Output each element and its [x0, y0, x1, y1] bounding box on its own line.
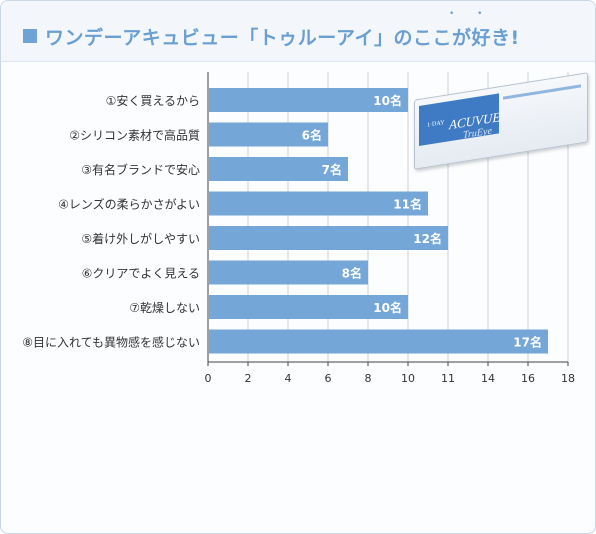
bar-value-label: 7名 [322, 162, 342, 177]
category-label: ③有名ブランドで安心 [81, 162, 200, 177]
page-title: ワンデーアキュビュー「トゥルーアイ」のここが好き! [45, 26, 520, 49]
category-label: ①安く買えるから [106, 93, 200, 108]
x-tick-label: 0 [205, 372, 212, 385]
category-label: ⑥クリアでよく見える [82, 267, 200, 281]
bar-value-label: 10名 [373, 300, 402, 315]
category-label: ⑦乾燥しない [129, 301, 200, 315]
bar [209, 295, 408, 319]
category-label: ④レンズの柔らかさがよい [58, 197, 200, 212]
bar-value-label: 8名 [342, 266, 362, 281]
bar [209, 329, 548, 354]
product-label-panel: 1·DAY ACUVUE TruEye [419, 93, 500, 146]
title-row: ワンデーアキュビュー「トゥルーアイ」のここが好き! [23, 21, 520, 51]
bar-value-label: 10名 [373, 93, 402, 108]
product-brand-small: 1·DAY [427, 119, 445, 129]
x-tick-label: 16 [521, 372, 535, 385]
bar [209, 260, 368, 285]
bar-value-label: 17名 [513, 335, 542, 350]
product-image: 1·DAY ACUVUE TruEye [414, 72, 588, 170]
category-label: ②シリコン素材で高品質 [69, 128, 200, 143]
bar-value-label: 6名 [302, 128, 322, 143]
x-tick-label: 2 [245, 372, 252, 385]
bar [209, 122, 328, 147]
bar-value-label: 12名 [413, 231, 442, 246]
category-label: ⑧目に入れても異物感を感じない [22, 335, 200, 350]
bar [209, 157, 348, 181]
x-tick-label: 18 [561, 372, 575, 385]
x-tick-label: 4 [285, 372, 292, 385]
header-bar: ワンデーアキュビュー「トゥルーアイ」のここが好き! • • [1, 1, 595, 62]
x-tick-label: 14 [481, 372, 495, 385]
emphasis-dots: • • [449, 9, 493, 19]
x-tick-label: 6 [325, 372, 332, 385]
square-bullet-icon [23, 29, 37, 43]
bar [209, 191, 428, 216]
x-tick-label: 8 [365, 372, 372, 385]
x-tick-label: 10 [401, 372, 415, 385]
x-tick-label: 11 [441, 372, 455, 385]
bar-value-label: 11名 [393, 197, 422, 212]
category-label: ⑤着け外しがしやすい [81, 231, 200, 246]
bar [209, 88, 408, 112]
bar [209, 226, 448, 250]
product-stripe [503, 84, 581, 100]
